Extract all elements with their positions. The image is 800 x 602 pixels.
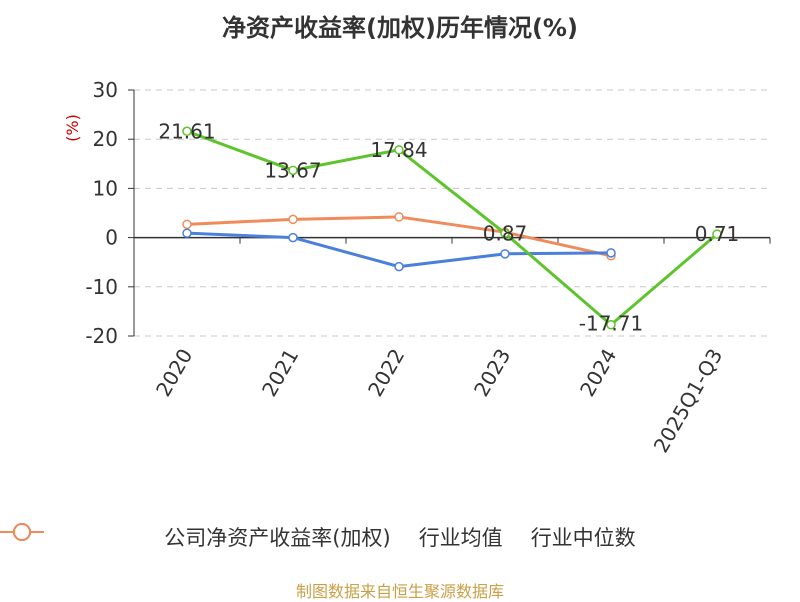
x-tick-label: 2025Q1-Q3 <box>649 345 728 457</box>
legend-item-company-roe[interactable]: 公司净资产收益率(加权) <box>0 522 391 552</box>
data-point <box>288 214 298 225</box>
data-point <box>182 219 192 230</box>
data-label: -17.71 <box>579 312 643 336</box>
legend-swatch-industry-median <box>0 523 44 541</box>
legend: 公司净资产收益率(加权) 行业均值 行业中位数 <box>0 520 800 554</box>
y-tick-label: -20 <box>85 324 118 348</box>
legend-item-industry-median[interactable]: 行业中位数 <box>0 522 636 552</box>
data-point <box>288 232 298 243</box>
data-point <box>394 212 404 222</box>
data-point <box>182 228 192 238</box>
data-point <box>606 319 616 330</box>
x-tick-label: 2024 <box>575 345 621 401</box>
data-point <box>394 145 404 155</box>
y-tick-label: 20 <box>93 127 118 151</box>
x-tick-label: 2023 <box>469 345 515 401</box>
data-label: 17.84 <box>370 138 427 162</box>
chart-title: 净资产收益率(加权)历年情况(%) <box>222 14 578 42</box>
legend-item-industry-average[interactable]: 行业均值 <box>0 522 503 552</box>
data-point <box>288 165 298 176</box>
data-point <box>712 229 722 239</box>
data-label: 13.67 <box>264 158 321 182</box>
legend-label-industry-average: 行业均值 <box>418 526 503 550</box>
data-point <box>394 261 404 272</box>
y-axis-label: (%) <box>63 114 82 142</box>
data-label: 0.71 <box>695 222 740 246</box>
legend-label-company-roe: 公司净资产收益率(加权) <box>164 526 391 550</box>
y-tick-label: 10 <box>93 176 118 200</box>
legend-label-industry-median: 行业中位数 <box>530 526 636 550</box>
data-label: 21.61 <box>158 119 215 143</box>
y-tick-label: -10 <box>85 275 118 299</box>
data-point <box>182 126 192 137</box>
y-tick-label: 30 <box>93 78 118 102</box>
x-tick-label: 2020 <box>151 345 197 401</box>
series-line <box>186 129 718 327</box>
data-point <box>500 228 510 239</box>
x-tick-label: 2021 <box>257 345 303 401</box>
y-tick-label: 0 <box>105 226 118 250</box>
x-tick-label: 2022 <box>363 345 409 401</box>
data-source: 制图数据来自恒生聚源数据库 <box>295 582 504 601</box>
data-point <box>606 248 616 258</box>
data-point <box>500 249 510 259</box>
data-label: 0.87 <box>483 221 528 245</box>
